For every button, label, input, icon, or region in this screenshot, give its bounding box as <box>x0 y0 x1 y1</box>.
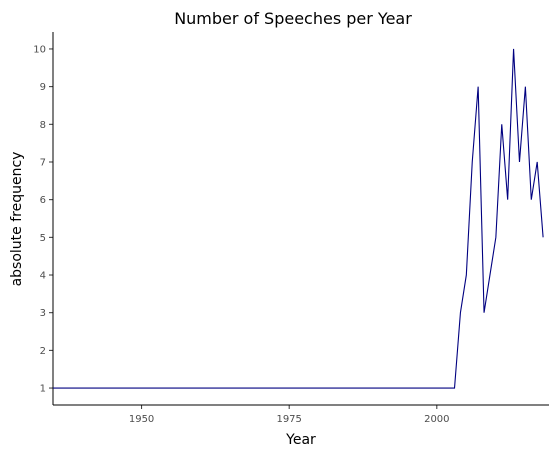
x-axis-ticks: 1950 1975 2000 <box>129 405 450 425</box>
y-tick-label: 9 <box>40 82 46 93</box>
x-tick-label: 2000 <box>424 414 449 425</box>
y-tick-label: 1 <box>40 384 46 395</box>
y-axis-title: absolute frequency <box>9 152 25 287</box>
y-tick-label: 7 <box>40 157 46 168</box>
y-tick-label: 5 <box>40 233 46 244</box>
series-line <box>53 48 544 389</box>
x-tick-label: 1975 <box>276 414 301 425</box>
x-tick-label: 1950 <box>129 414 154 425</box>
y-tick-label: 10 <box>33 44 46 55</box>
y-tick-label: 4 <box>40 271 46 282</box>
y-tick-label: 3 <box>40 308 46 319</box>
y-tick-label: 2 <box>40 346 46 357</box>
x-axis-title: Year <box>285 432 316 448</box>
y-tick-label: 8 <box>40 120 46 131</box>
y-axis-ticks: 1 2 3 4 5 6 7 8 9 10 <box>33 44 53 395</box>
chart-title: Number of Speeches per Year <box>174 9 412 28</box>
y-tick-label: 6 <box>40 195 46 206</box>
